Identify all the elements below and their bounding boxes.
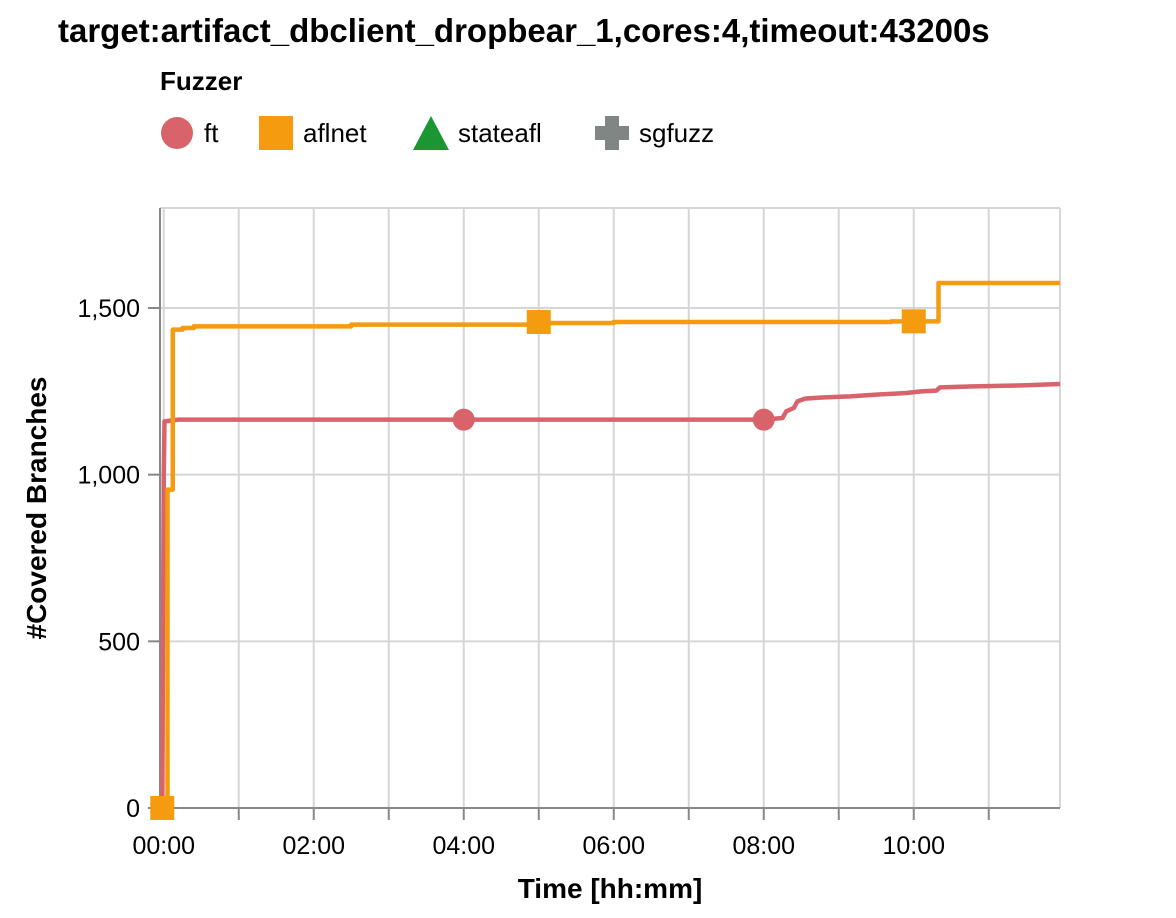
legend-label-stateafl: stateafl: [458, 117, 542, 148]
marker-aflnet: [150, 796, 175, 820]
marker-aflnet: [901, 309, 926, 334]
y-tick-label: 0: [126, 795, 140, 823]
legend-title: Fuzzer: [160, 66, 243, 96]
legend-triangle-marker: [413, 116, 449, 150]
legend-circle-marker: [161, 117, 193, 149]
legend-item-stateafl: stateafl: [412, 114, 542, 152]
legend-label-aflnet: aflnet: [303, 117, 367, 148]
y-tick-label: 1,500: [77, 295, 140, 323]
marker-ft: [452, 408, 475, 431]
grid-lines: [160, 207, 1061, 809]
x-tick-label: 04:00: [432, 832, 495, 860]
series-lines: [160, 280, 1061, 811]
legend-label-ft: ft: [204, 117, 219, 148]
x-tick-label: 02:00: [282, 832, 345, 860]
series-line-ft: [160, 381, 1061, 809]
series-line-aflnet: [162, 280, 1060, 811]
axes: [148, 208, 1060, 820]
legend-item-sgfuzz: sgfuzz: [593, 114, 714, 152]
legend-cross-marker: [595, 116, 629, 150]
tick-labels: 00:00 02:00 04:00 06:00 08:00 10:00 0 500 1,000 1…: [77, 295, 945, 860]
legend-item-ft: ft: [158, 114, 218, 152]
chart-title: target:artifact_dbclient_dropbear_1,core…: [58, 12, 990, 49]
y-axis-title: #Covered Branches: [21, 376, 52, 639]
y-tick-label: 500: [98, 628, 140, 656]
legend-square-marker: [259, 116, 293, 150]
x-tick-label: 00:00: [132, 832, 195, 860]
marker-ft: [752, 408, 775, 431]
legend-label-sgfuzz: sgfuzz: [639, 117, 715, 148]
series-markers: [150, 309, 926, 820]
x-axis-title: Time [hh:mm]: [518, 873, 703, 904]
x-tick-label: 08:00: [732, 832, 795, 860]
y-tick-label: 1,000: [77, 462, 140, 490]
marker-aflnet: [526, 310, 551, 334]
x-tick-label: 06:00: [582, 832, 645, 860]
x-tick-label: 10:00: [882, 832, 945, 860]
legend-item-aflnet: aflnet: [257, 114, 367, 152]
